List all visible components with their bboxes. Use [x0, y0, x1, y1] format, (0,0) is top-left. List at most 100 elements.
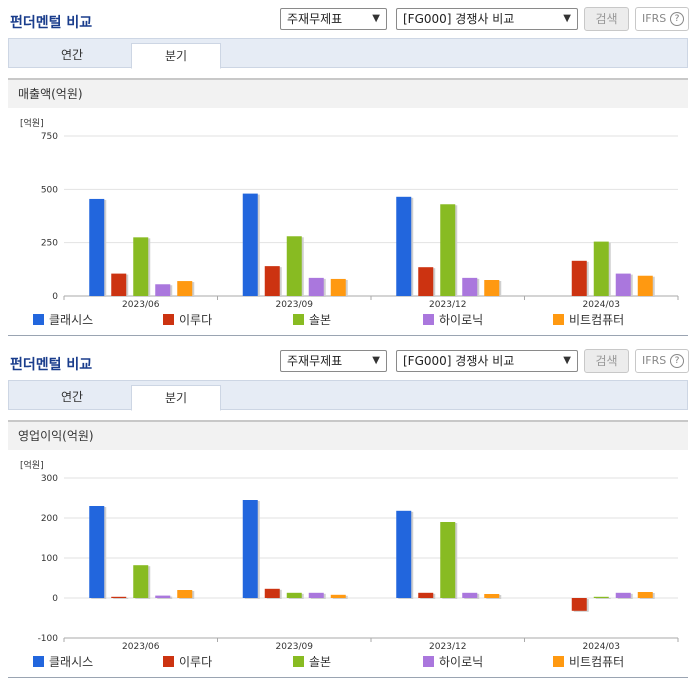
- bar: [396, 196, 412, 296]
- help-icon[interactable]: ?: [670, 354, 684, 368]
- legend-label: 비트컴퓨터: [569, 313, 625, 327]
- divider: [8, 335, 688, 336]
- x-tick-label: 2024/03: [583, 642, 620, 652]
- x-tick-label: 2023/06: [122, 300, 160, 310]
- chart-subtitle: 영업이익(억원): [8, 420, 688, 450]
- bar: [177, 590, 193, 598]
- chart-legend: 클래시스 이루다 솔본 하이로닉 비트컴퓨터: [0, 654, 696, 670]
- legend-swatch: [553, 656, 564, 667]
- compare-select-value: [FG000] 경쟁사 비교: [403, 12, 515, 26]
- bar: [242, 193, 258, 296]
- legend-label: 솔본: [309, 313, 332, 327]
- ifrs-label: IFRS: [642, 12, 667, 25]
- y-tick-label: 0: [52, 292, 58, 302]
- bar: [462, 592, 478, 598]
- compare-select[interactable]: [FG000] 경쟁사 비교 ▼: [396, 8, 578, 30]
- y-tick-label: -100: [38, 634, 59, 644]
- bar: [242, 500, 258, 598]
- fundamental-panel-revenue: 펀더멘털 비교 주재무제표 ▼ [FG000] 경쟁사 비교 ▼ 검색 IFRS? …: [0, 0, 696, 336]
- bar: [155, 284, 171, 296]
- legend-item[interactable]: 클래시스: [33, 312, 93, 328]
- bar: [571, 598, 587, 611]
- bar: [440, 204, 456, 296]
- tab-quarterly[interactable]: 분기: [131, 385, 221, 411]
- legend-item[interactable]: 클래시스: [33, 654, 93, 670]
- legend-label: 이루다: [179, 313, 213, 327]
- bar: [286, 236, 302, 296]
- y-tick-label: 750: [41, 132, 58, 142]
- bar: [286, 592, 302, 598]
- legend-item[interactable]: 이루다: [163, 654, 212, 670]
- y-tick-label: 200: [41, 514, 58, 524]
- bar: [440, 522, 456, 598]
- tab-quarterly[interactable]: 분기: [131, 43, 221, 69]
- y-tick-label: 500: [41, 185, 58, 195]
- legend-label: 비트컴퓨터: [569, 655, 625, 669]
- x-tick-label: 2023/12: [429, 300, 466, 310]
- y-tick-label: 0: [52, 594, 58, 604]
- bar: [330, 278, 346, 296]
- legend-label: 이루다: [179, 655, 213, 669]
- panel-title: 펀더멘털 비교: [10, 357, 93, 373]
- ifrs-label: IFRS: [642, 354, 667, 367]
- statement-select[interactable]: 주재무제표 ▼: [280, 8, 387, 30]
- bar: [111, 273, 127, 296]
- bar: [637, 275, 653, 296]
- legend-label: 하이로닉: [439, 655, 484, 669]
- bar: [593, 241, 609, 296]
- legend-swatch: [33, 656, 44, 667]
- y-tick-label: 300: [41, 474, 58, 484]
- bar: [264, 588, 280, 598]
- search-button[interactable]: 검색: [584, 7, 629, 31]
- bar-shadow: [113, 597, 129, 599]
- legend-item[interactable]: 솔본: [293, 312, 331, 328]
- legend-label: 하이로닉: [439, 313, 484, 327]
- chevron-down-icon: ▼: [563, 355, 571, 366]
- legend-swatch: [553, 314, 564, 325]
- bar: [133, 237, 149, 296]
- statement-select[interactable]: 주재무제표 ▼: [280, 350, 387, 372]
- bar: [89, 506, 105, 598]
- panel-title: 펀더멘털 비교: [10, 15, 93, 31]
- ifrs-button[interactable]: IFRS?: [635, 349, 689, 373]
- legend-item[interactable]: 비트컴퓨터: [553, 654, 624, 670]
- panel-header: 펀더멘털 비교 주재무제표 ▼ [FG000] 경쟁사 비교 ▼ 검색 IFRS?: [0, 342, 696, 380]
- help-icon[interactable]: ?: [670, 12, 684, 26]
- bar: [484, 594, 500, 598]
- legend-swatch: [163, 314, 174, 325]
- y-tick-label: 250: [41, 239, 58, 249]
- legend-item[interactable]: 하이로닉: [423, 312, 483, 328]
- bar: [177, 281, 193, 296]
- bar: [308, 277, 324, 296]
- legend-label: 솔본: [309, 655, 332, 669]
- bar: [89, 198, 105, 296]
- legend-swatch: [293, 656, 304, 667]
- legend-label: 클래시스: [49, 313, 94, 327]
- legend-swatch: [33, 314, 44, 325]
- statement-select-value: 주재무제표: [287, 354, 343, 368]
- y-tick-label: 100: [41, 554, 58, 564]
- x-tick-label: 2023/09: [276, 642, 314, 652]
- bar: [637, 592, 653, 598]
- search-button[interactable]: 검색: [584, 349, 629, 373]
- bar: [264, 266, 280, 296]
- legend-swatch: [293, 314, 304, 325]
- bar: [615, 273, 631, 296]
- compare-select-value: [FG000] 경쟁사 비교: [403, 354, 515, 368]
- legend-item[interactable]: 하이로닉: [423, 654, 483, 670]
- bar: [615, 592, 631, 598]
- tab-annual[interactable]: 연간: [60, 48, 84, 62]
- bar: [308, 592, 324, 598]
- legend-item[interactable]: 솔본: [293, 654, 331, 670]
- x-tick-label: 2023/09: [276, 300, 314, 310]
- legend-item[interactable]: 비트컴퓨터: [553, 312, 624, 328]
- bar: [593, 596, 609, 598]
- panel-header: 펀더멘털 비교 주재무제표 ▼ [FG000] 경쟁사 비교 ▼ 검색 IFRS?: [0, 0, 696, 38]
- compare-select[interactable]: [FG000] 경쟁사 비교 ▼: [396, 350, 578, 372]
- legend-item[interactable]: 이루다: [163, 312, 212, 328]
- y-unit-label: [억원]: [20, 117, 44, 129]
- period-tabs: 연간 분기: [8, 38, 688, 69]
- ifrs-button[interactable]: IFRS?: [635, 7, 689, 31]
- tab-annual[interactable]: 연간: [60, 390, 84, 404]
- revenue-bar-chart: [억원] 0 250 500 750 2023/06 2023/09 2023/12 2024/…: [20, 117, 679, 310]
